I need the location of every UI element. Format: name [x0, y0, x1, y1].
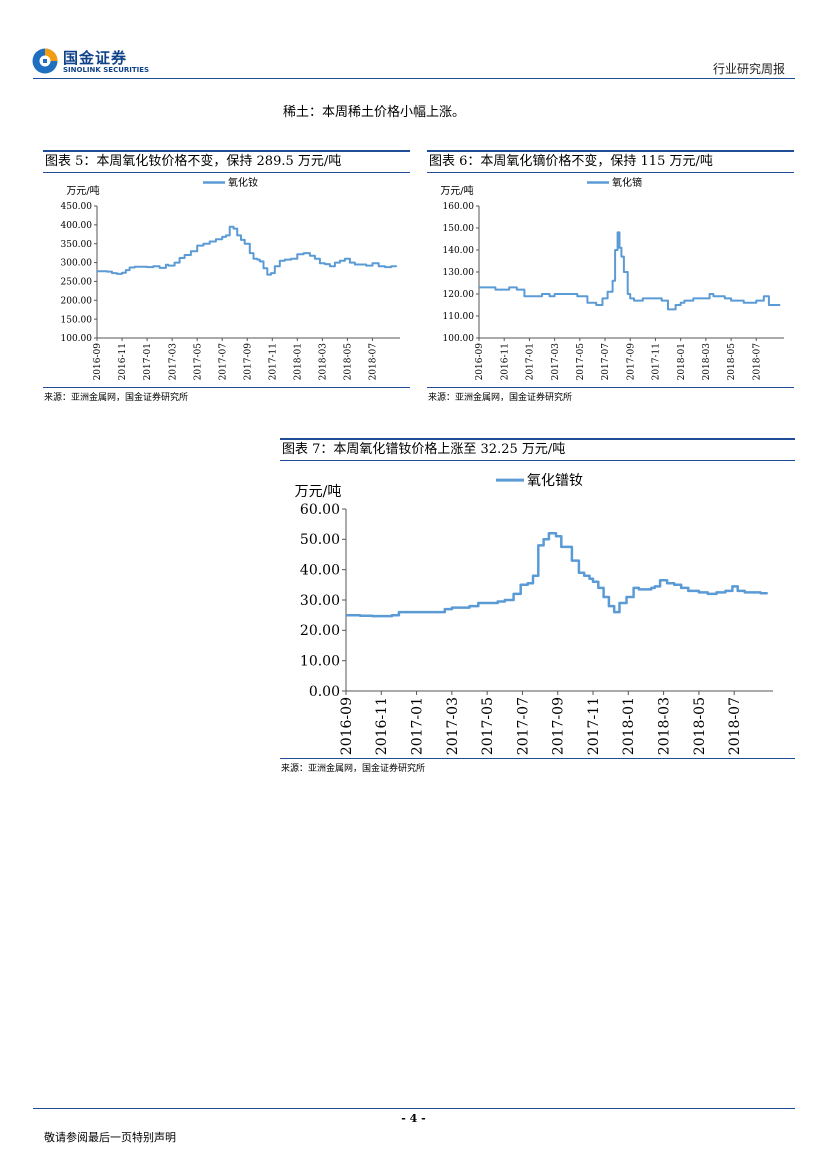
fig6-x-tick-label: 2017-09: [626, 343, 636, 381]
fig5-x-tick-label: 2017-07: [218, 343, 228, 381]
fig5-y-tick-label: 350.00: [61, 240, 93, 250]
fig7-price-series-line: [346, 532, 768, 618]
fig5-y-axis-label: 万元/吨: [66, 184, 99, 197]
fig7-y-tick-label: 40.00: [300, 563, 340, 579]
fig5-y-tick-label: 100.00: [61, 334, 93, 344]
fig7-title: 图表 7：本周氧化镨钕价格上涨至 32.25 万元/吨: [282, 442, 566, 457]
fig7-x-tick-label: 2017-07: [515, 697, 531, 755]
fig5-x-tick-label: 2017-09: [243, 343, 253, 381]
fig6-bottom-rule: [427, 387, 794, 388]
fig7-x-tick-label: 2017-05: [480, 697, 496, 755]
fig5-x-tick-label: 2017-01: [143, 343, 153, 380]
fig5-neodymium-chart: 100.00 150.00 200.00 250.00 300.00 350.00 400.…: [61, 176, 400, 381]
fig6-y-tick-label: 140.00: [443, 246, 475, 256]
fig5-y-tick-label: 300.00: [61, 259, 93, 269]
logo-chinese-name: 国金证券: [63, 49, 128, 67]
fig7-y-tick-label: 20.00: [300, 623, 340, 639]
fig6-y-tick-label: 100.00: [443, 334, 475, 344]
fig6-y-tick-label: 110.00: [443, 312, 475, 322]
fig7-x-tick-label: 2017-01: [409, 697, 425, 755]
fig6-y-tick-label: 120.00: [443, 290, 475, 300]
fig7-source: 来源：亚洲金属网，国金证券研究所: [281, 764, 426, 774]
fig5-x-tick-label: 2017-03: [168, 343, 178, 381]
fig5-x-tick-label: 2016-09: [93, 343, 103, 381]
fig5-x-tick-label: 2017-11: [268, 343, 278, 380]
report-type: 行业研究周报: [712, 62, 785, 76]
fig5-x-tick-label: 2018-03: [319, 343, 329, 381]
fig5-bottom-rule: [43, 387, 410, 388]
fig6-x-tick-label: 2016-11: [500, 343, 510, 380]
company-logo: 国金证券 SINOLINK SECURITIES: [32, 47, 152, 77]
fig6-x-tick-label: 2017-01: [526, 343, 536, 380]
fig6-x-tick-label: 2018-01: [677, 343, 687, 380]
fig5-x-tick-label: 2018-07: [369, 343, 379, 381]
fig7-y-tick-label: 10.00: [300, 654, 340, 670]
fig5-x-tick-label: 2018-05: [344, 343, 354, 381]
fig7-x-tick-label: 2017-03: [445, 697, 461, 755]
fig6-y-axis-label: 万元/吨: [440, 184, 473, 197]
fig7-bottom-rule: [280, 758, 795, 759]
fig5-legend-label: 氧化钕: [228, 176, 258, 189]
fig7-x-tick-label: 2018-07: [727, 697, 743, 755]
fig7-x-tick-label: 2017-09: [551, 697, 567, 755]
page-number: - 4 -: [401, 1112, 426, 1125]
fig5-y-tick-label: 250.00: [61, 278, 93, 288]
fig6-x-tick-label: 2017-11: [652, 343, 662, 380]
fig7-legend-label: 氧化镨钕: [527, 473, 583, 489]
fig6-price-series-line: [479, 231, 781, 311]
fig7-x-tick-label: 2018-01: [621, 697, 637, 755]
fig7-top-rule: [280, 438, 795, 440]
fig6-x-tick-label: 2018-03: [702, 343, 712, 381]
fig5-x-tick-label: 2018-01: [293, 343, 303, 380]
fig6-title: 图表 6：本周氧化镝价格不变，保持 115 万元/吨: [429, 154, 713, 169]
logo-english-name: SINOLINK SECURITIES: [63, 66, 150, 74]
fig5-top-rule: [43, 150, 410, 152]
fig6-title-rule: [427, 172, 794, 173]
fig7-x-tick-label: 2016-09: [339, 697, 355, 755]
fig7-title-rule: [280, 460, 795, 461]
fig7-praseodymium-neodymium-chart: 0.00 10.00 20.00 30.00 40.00 50.00 60.00 2016-0…: [295, 473, 773, 755]
fig6-x-tick-label: 2016-09: [475, 343, 485, 381]
footer-divider: [33, 1108, 795, 1109]
fig5-x-tick-label: 2016-11: [118, 343, 128, 380]
intro-paragraph: 稀土：本周稀土价格小幅上涨。: [283, 105, 466, 120]
fig6-x-tick-label: 2018-07: [752, 343, 762, 381]
fig6-x-tick-label: 2017-03: [551, 343, 561, 381]
fig7-y-tick-label: 0.00: [309, 684, 340, 700]
fig6-y-tick-label: 150.00: [443, 224, 475, 234]
fig6-x-tick-label: 2017-05: [576, 343, 586, 381]
logo-mark-icon: [32, 48, 58, 74]
fig6-legend-label: 氧化镝: [612, 176, 642, 189]
fig6-source: 来源：亚洲金属网，国金证券研究所: [428, 393, 573, 403]
fig7-y-tick-label: 30.00: [300, 593, 340, 609]
disclaimer: 敬请参阅最后一页特别声明: [44, 1131, 176, 1144]
fig5-y-tick-label: 150.00: [61, 315, 93, 325]
fig7-x-tick-label: 2018-03: [657, 697, 673, 755]
fig5-title-rule: [43, 172, 410, 173]
fig7-x-tick-label: 2016-11: [374, 697, 390, 755]
fig7-x-tick-label: 2018-05: [692, 697, 708, 755]
fig6-dysprosium-chart: 100.00 110.00 120.00 130.00 140.00 150.00 160.…: [440, 176, 784, 381]
fig5-x-tick-label: 2017-05: [193, 343, 203, 381]
fig6-x-tick-label: 2017-07: [601, 343, 611, 381]
fig5-price-series-line: [97, 225, 398, 276]
fig7-x-tick-label: 2017-11: [586, 697, 602, 755]
fig6-x-tick-label: 2018-05: [727, 343, 737, 381]
header-divider: [33, 78, 795, 79]
fig5-title: 图表 5：本周氧化钕价格不变，保持 289.5 万元/吨: [45, 154, 342, 169]
fig5-y-tick-label: 400.00: [61, 221, 93, 231]
fig7-y-axis-label: 万元/吨: [295, 484, 342, 500]
fig5-source: 来源：亚洲金属网，国金证券研究所: [44, 393, 189, 403]
fig6-y-tick-label: 160.00: [443, 202, 475, 212]
fig6-y-tick-label: 130.00: [443, 268, 475, 278]
fig5-y-tick-label: 200.00: [61, 296, 93, 306]
fig6-top-rule: [427, 150, 794, 152]
fig7-y-tick-label: 60.00: [300, 502, 340, 518]
fig5-y-tick-label: 450.00: [61, 202, 93, 212]
fig7-y-tick-label: 50.00: [300, 532, 340, 548]
